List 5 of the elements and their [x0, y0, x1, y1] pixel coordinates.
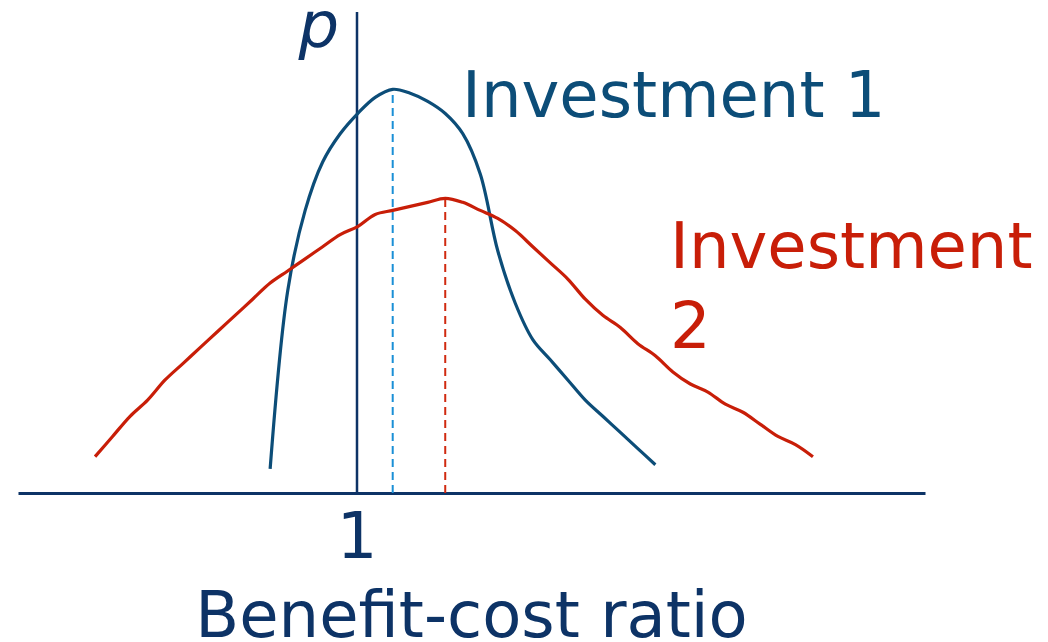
series-label: Investment 1 — [462, 58, 886, 132]
text: 1 — [336, 499, 378, 573]
x-axis-title: Benefit-cost ratio — [195, 578, 748, 642]
series-label: Investment 2 — [670, 209, 1033, 363]
y-axis-title: p — [297, 0, 339, 62]
